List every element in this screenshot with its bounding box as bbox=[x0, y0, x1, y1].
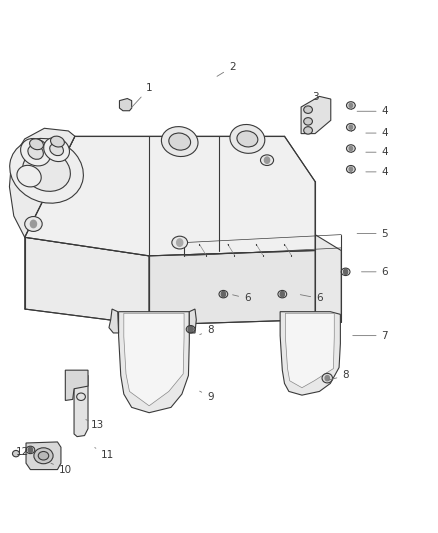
Ellipse shape bbox=[172, 236, 187, 249]
Text: 7: 7 bbox=[353, 330, 388, 341]
Text: 9: 9 bbox=[200, 391, 214, 402]
Polygon shape bbox=[184, 235, 341, 322]
Ellipse shape bbox=[17, 165, 41, 187]
Polygon shape bbox=[119, 312, 189, 413]
Text: 8: 8 bbox=[200, 325, 214, 335]
Ellipse shape bbox=[34, 448, 53, 464]
Polygon shape bbox=[25, 136, 315, 256]
Ellipse shape bbox=[50, 143, 64, 156]
Text: 3: 3 bbox=[306, 92, 318, 107]
Ellipse shape bbox=[12, 450, 19, 457]
Circle shape bbox=[349, 147, 353, 151]
Polygon shape bbox=[10, 128, 75, 237]
Polygon shape bbox=[25, 237, 149, 325]
Text: 10: 10 bbox=[51, 463, 72, 474]
Text: 13: 13 bbox=[86, 419, 104, 430]
Text: 6: 6 bbox=[300, 293, 323, 303]
Circle shape bbox=[343, 269, 348, 274]
Polygon shape bbox=[286, 313, 334, 387]
Text: 6: 6 bbox=[361, 267, 388, 277]
Circle shape bbox=[280, 292, 285, 297]
Text: 4: 4 bbox=[357, 106, 388, 116]
Text: 2: 2 bbox=[217, 62, 235, 76]
Polygon shape bbox=[280, 312, 340, 395]
Circle shape bbox=[177, 239, 183, 246]
Ellipse shape bbox=[23, 150, 71, 191]
Ellipse shape bbox=[237, 131, 258, 147]
Text: 11: 11 bbox=[95, 448, 114, 460]
Ellipse shape bbox=[50, 136, 64, 147]
Circle shape bbox=[349, 125, 353, 130]
Text: 4: 4 bbox=[366, 128, 388, 138]
Text: 4: 4 bbox=[366, 147, 388, 157]
Polygon shape bbox=[74, 375, 88, 437]
Polygon shape bbox=[26, 442, 61, 470]
Ellipse shape bbox=[169, 133, 191, 150]
Ellipse shape bbox=[230, 125, 265, 154]
Ellipse shape bbox=[346, 165, 355, 173]
Ellipse shape bbox=[261, 155, 274, 165]
Ellipse shape bbox=[346, 124, 355, 131]
Circle shape bbox=[221, 292, 226, 297]
Circle shape bbox=[188, 326, 193, 333]
Polygon shape bbox=[109, 309, 119, 333]
Ellipse shape bbox=[304, 127, 312, 134]
Ellipse shape bbox=[30, 139, 43, 150]
Text: 4: 4 bbox=[366, 167, 388, 177]
Polygon shape bbox=[124, 313, 184, 406]
Text: 1: 1 bbox=[131, 83, 152, 108]
Circle shape bbox=[30, 220, 36, 228]
Polygon shape bbox=[65, 370, 88, 400]
Ellipse shape bbox=[10, 139, 83, 203]
Ellipse shape bbox=[38, 451, 49, 460]
Polygon shape bbox=[189, 309, 196, 333]
Ellipse shape bbox=[44, 138, 70, 161]
Text: 6: 6 bbox=[233, 293, 251, 303]
Circle shape bbox=[349, 167, 353, 171]
Ellipse shape bbox=[162, 127, 198, 157]
Text: 8: 8 bbox=[328, 370, 349, 381]
Ellipse shape bbox=[346, 102, 355, 109]
Ellipse shape bbox=[346, 145, 355, 152]
Circle shape bbox=[325, 375, 329, 381]
Text: 5: 5 bbox=[357, 229, 388, 239]
Polygon shape bbox=[120, 99, 132, 111]
Polygon shape bbox=[149, 251, 315, 325]
Ellipse shape bbox=[25, 216, 42, 231]
Polygon shape bbox=[301, 96, 331, 134]
Circle shape bbox=[265, 157, 270, 164]
Circle shape bbox=[28, 447, 32, 453]
Ellipse shape bbox=[21, 139, 51, 166]
Ellipse shape bbox=[304, 118, 312, 125]
Circle shape bbox=[349, 103, 353, 108]
Text: 12: 12 bbox=[16, 447, 29, 456]
Ellipse shape bbox=[28, 145, 43, 159]
Ellipse shape bbox=[322, 373, 332, 383]
Ellipse shape bbox=[304, 106, 312, 114]
